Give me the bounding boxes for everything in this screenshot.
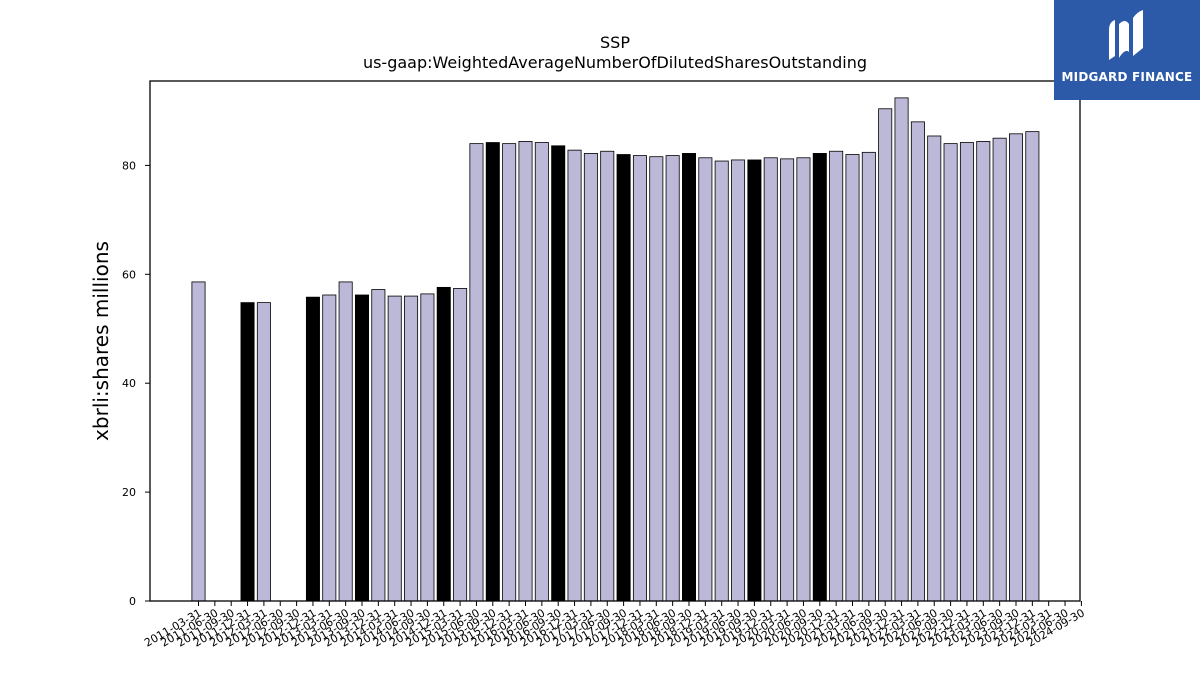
bar-2023-12-31 (1025, 131, 1040, 602)
bar-2016-06-30 (534, 142, 549, 602)
bar-2017-09-30 (616, 154, 631, 602)
chart-subtitle: us-gaap:WeightedAverageNumberOfDilutedSh… (363, 53, 867, 72)
bar-2015-06-30 (469, 143, 484, 602)
bar-2011-12-31 (240, 302, 255, 602)
bar-2021-03-31 (845, 154, 860, 602)
bar-2014-06-30 (404, 295, 419, 602)
bar-2017-03-31 (583, 153, 598, 602)
bar-2021-09-30 (878, 108, 893, 602)
bar-2013-03-31 (322, 294, 337, 602)
bar-2018-12-31 (698, 157, 713, 602)
bar-2015-09-30 (485, 142, 500, 602)
bar-2013-06-30 (338, 281, 353, 602)
bar-2012-12-31 (305, 296, 320, 602)
bar-2022-06-30 (927, 135, 942, 602)
bar-2019-09-30 (747, 159, 762, 602)
bar-2013-09-30 (354, 294, 369, 602)
bar-2015-03-31 (453, 288, 468, 602)
y-axis-label: xbrli:shares millions (89, 241, 113, 441)
bar-2019-03-31 (714, 160, 729, 602)
bar-2016-09-30 (551, 145, 566, 602)
bar-2015-12-31 (502, 143, 517, 602)
bar-2014-12-31 (436, 286, 451, 602)
x-ticks-group: 2011-03-312011-06-302011-09-302011-12-31… (142, 601, 1087, 650)
bar-2017-12-31 (632, 155, 647, 602)
bar-2022-12-31 (959, 142, 974, 602)
y-tick-label: 20 (122, 486, 136, 499)
bar-2013-12-31 (371, 289, 386, 602)
bar-2017-06-30 (600, 150, 615, 602)
bar-2021-06-30 (861, 151, 876, 602)
chart-title: SSP (600, 33, 630, 52)
bar-2012-03-31 (256, 302, 271, 602)
bar-2023-09-30 (1009, 133, 1024, 602)
midgard-logo-icon (1109, 10, 1143, 60)
bar-2020-03-31 (780, 158, 795, 602)
bar-2023-03-31 (976, 141, 991, 602)
y-tick-label: 80 (122, 159, 136, 172)
y-tick-label: 60 (122, 268, 136, 281)
bar-2018-09-30 (682, 153, 697, 602)
bar-2018-06-30 (665, 155, 680, 602)
bars-group (191, 97, 1040, 602)
bar-2022-09-30 (943, 143, 958, 602)
bar-2014-09-30 (420, 293, 435, 602)
bar-2019-06-30 (731, 159, 746, 602)
y-tick-label: 40 (122, 377, 136, 390)
bar-2023-06-30 (992, 137, 1007, 602)
y-tick-label: 0 (129, 595, 136, 608)
bar-2020-06-30 (796, 157, 811, 602)
bar-2019-12-31 (763, 157, 778, 602)
bar-2022-03-31 (910, 121, 925, 602)
plot-frame (149, 80, 1081, 602)
bar-2021-12-31 (894, 97, 909, 602)
bar-2014-03-31 (387, 295, 402, 602)
bar-2016-03-31 (518, 141, 533, 602)
bar-2020-12-31 (829, 150, 844, 602)
bar-2018-03-31 (649, 156, 664, 602)
bar-2020-09-30 (812, 153, 827, 602)
y-ticks-group: 0 20 40 60 80 (122, 159, 150, 608)
bar-2016-12-31 (567, 149, 582, 602)
brand-name: MIDGARD FINANCE (1061, 70, 1193, 84)
bar-2011-03-31 (191, 281, 206, 602)
brand-logo: MIDGARD FINANCE (1054, 0, 1200, 100)
